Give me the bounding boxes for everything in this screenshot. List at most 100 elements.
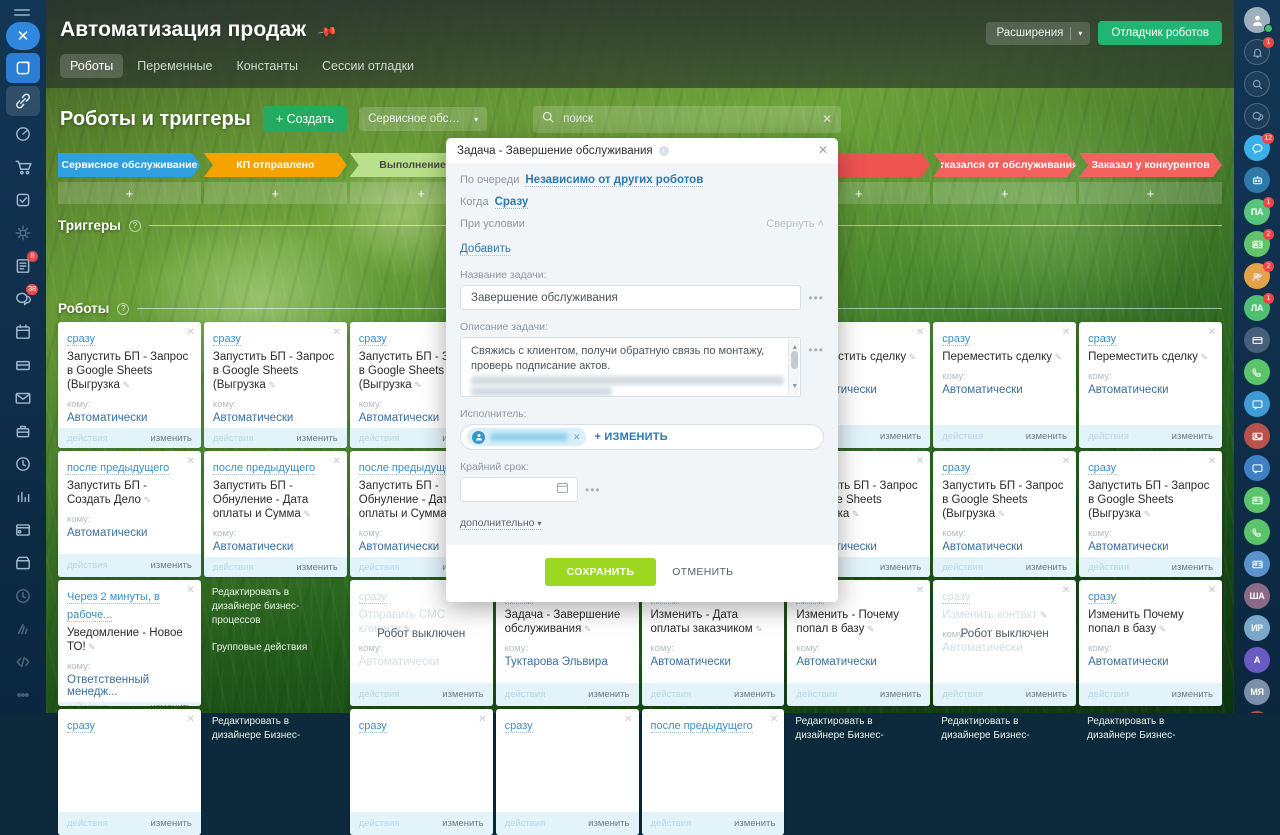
- robot-edit-link[interactable]: изменить: [150, 818, 192, 829]
- robot-card[interactable]: ✕ сразу действия изменить: [58, 709, 201, 835]
- robot-actions-link[interactable]: действия: [67, 702, 108, 706]
- robot-trigger-when[interactable]: сразу: [942, 591, 971, 604]
- robot-actions-link[interactable]: действия: [67, 432, 108, 444]
- robot-actions-link[interactable]: действия: [358, 561, 400, 573]
- robot-actions-link[interactable]: действия: [358, 432, 400, 444]
- robot-edit-link[interactable]: изменить: [734, 689, 776, 700]
- robot-edit-link[interactable]: изменить: [296, 432, 338, 444]
- robot-actions-link[interactable]: действия: [942, 561, 983, 573]
- remove-assignee-icon[interactable]: ✕: [573, 431, 581, 442]
- link-icon[interactable]: [6, 86, 40, 116]
- task-name-input[interactable]: Завершение обслуживания: [460, 285, 802, 310]
- cancel-button[interactable]: ОТМЕНИТЬ: [672, 566, 734, 578]
- drive-icon[interactable]: [6, 350, 40, 380]
- tab-2[interactable]: Константы: [236, 59, 298, 73]
- chat2-icon[interactable]: [1234, 388, 1280, 420]
- ghost-line[interactable]: Редактировать в дизайнере бизнес-процесс…: [211, 587, 300, 626]
- scroll-down-icon[interactable]: ▼: [791, 383, 799, 390]
- add-robot-button-1[interactable]: +: [203, 182, 347, 204]
- remove-robot-icon[interactable]: ✕: [624, 714, 633, 725]
- robot-card[interactable]: ✕ сразу Запустить БП - Запрос в Google She…: [58, 322, 201, 448]
- debugger-button[interactable]: Отладчик роботов: [1098, 21, 1222, 45]
- deadline-more-icon[interactable]: •••: [585, 483, 601, 497]
- robot-trigger-when[interactable]: Через 2 минуты, в рабоче...: [67, 591, 160, 622]
- help-icon[interactable]: ?: [117, 302, 130, 315]
- clock-icon[interactable]: [6, 581, 40, 611]
- share-icon[interactable]: [6, 53, 40, 83]
- search-input[interactable]: поиск ✕: [533, 105, 842, 133]
- group-icon[interactable]: 2: [1234, 260, 1280, 292]
- stage-tab-6[interactable]: Отказался от обслуживания: [933, 153, 1076, 177]
- remove-robot-icon[interactable]: ✕: [186, 714, 195, 725]
- robot-actions-link[interactable]: действия: [67, 560, 108, 571]
- clear-search-icon[interactable]: ✕: [822, 112, 833, 126]
- robot-edit-link[interactable]: изменить: [1025, 561, 1068, 573]
- assignee-chip[interactable]: ✕: [467, 428, 586, 446]
- robot-trigger-when[interactable]: сразу: [942, 333, 971, 346]
- robot-trigger-when[interactable]: после предыдущего: [650, 720, 753, 733]
- robot-actions-link[interactable]: действия: [504, 818, 546, 829]
- robot-edit-link[interactable]: изменить: [442, 689, 484, 700]
- pencil-icon[interactable]: ✎: [906, 352, 917, 362]
- avatar-ЛА[interactable]: ЛА 1: [1234, 292, 1280, 324]
- robot-trigger-when[interactable]: после предыдущего: [358, 462, 462, 475]
- robot-actions-link[interactable]: действия: [942, 431, 983, 442]
- pencil-icon[interactable]: ✎: [864, 624, 875, 634]
- pencil-icon[interactable]: ✎: [85, 642, 96, 652]
- task-desc-more-icon[interactable]: •••: [808, 343, 824, 357]
- pencil-icon[interactable]: ✎: [300, 509, 311, 519]
- robot-edit-link[interactable]: изменить: [734, 818, 776, 829]
- code-icon[interactable]: [6, 647, 40, 677]
- phone2-icon[interactable]: [1234, 516, 1280, 548]
- avatar-ША[interactable]: ША: [1234, 580, 1280, 612]
- pencil-icon[interactable]: ✎: [1197, 352, 1208, 362]
- remove-robot-icon[interactable]: ✕: [915, 456, 925, 467]
- robot-actions-link[interactable]: действия: [358, 818, 400, 829]
- tasks-icon[interactable]: [6, 185, 40, 215]
- pencil-icon[interactable]: ✎: [1052, 352, 1063, 362]
- robot-card-ghost[interactable]: Редактировать в дизайнере Бизнес-: [787, 709, 930, 835]
- chat-icon[interactable]: 38: [6, 284, 40, 314]
- robot-card-ghost[interactable]: Редактировать в дизайнере Бизнес-: [204, 709, 347, 835]
- create-button[interactable]: + Создать: [262, 106, 348, 132]
- messages-icon[interactable]: 12: [1234, 132, 1280, 164]
- robot-card[interactable]: ✕ сразу Запустить БП - Запрос в Google She…: [1079, 451, 1222, 577]
- remove-robot-icon[interactable]: ✕: [915, 327, 925, 338]
- stage-tab-1[interactable]: КП отправлено: [204, 153, 347, 177]
- pencil-icon[interactable]: ✎: [400, 624, 411, 634]
- pencil-icon[interactable]: ✎: [140, 495, 151, 505]
- assignee-field[interactable]: ✕ + изменить: [460, 424, 824, 450]
- remove-robot-icon[interactable]: ✕: [1207, 585, 1216, 596]
- avatar-ИР[interactable]: ИР: [1234, 612, 1280, 644]
- robot-actions-link[interactable]: действия: [1088, 431, 1129, 442]
- robot-edit-link[interactable]: изменить: [879, 431, 922, 442]
- robot-edit-link[interactable]: изменить: [879, 689, 922, 700]
- add-robot-button-0[interactable]: +: [58, 182, 201, 204]
- add-robot-button-6[interactable]: +: [933, 182, 1077, 204]
- remove-robot-icon[interactable]: ✕: [1207, 456, 1216, 467]
- robot-edit-link[interactable]: изменить: [1171, 689, 1213, 700]
- avatar-А[interactable]: А: [1234, 644, 1280, 676]
- card-icon[interactable]: [1234, 324, 1280, 356]
- robot-edit-link[interactable]: изменить: [1171, 431, 1213, 442]
- ghost-line[interactable]: Редактировать в дизайнере Бизнес-: [1087, 716, 1176, 741]
- remove-robot-icon[interactable]: ✕: [186, 456, 195, 467]
- robot-card[interactable]: ✕ сразу Изменить контакт ✎ кому: Автоматичес…: [933, 580, 1077, 706]
- robot-edit-link[interactable]: изменить: [879, 561, 922, 573]
- robot-actions-link[interactable]: действия: [358, 689, 400, 700]
- modal-close-icon[interactable]: ✕: [817, 143, 828, 157]
- avatar[interactable]: [1234, 4, 1280, 36]
- stage-tab-7[interactable]: Заказал у конкурентов: [1079, 153, 1222, 177]
- chevron-down-icon[interactable]: ▾: [1078, 28, 1083, 38]
- remove-robot-icon[interactable]: ✕: [186, 585, 195, 596]
- robot-trigger-when[interactable]: сразу: [67, 333, 96, 346]
- remove-robot-icon[interactable]: ✕: [478, 714, 487, 725]
- robot-card[interactable]: ✕ сразу Изменить Почему попал в базу ✎ кому…: [1079, 580, 1222, 706]
- robot-edit-link[interactable]: изменить: [296, 561, 338, 573]
- extensions-button[interactable]: Расширения ▾: [985, 21, 1091, 45]
- robot-edit-link[interactable]: изменить: [1025, 431, 1068, 442]
- robot-edit-link[interactable]: изменить: [1025, 689, 1068, 700]
- robot-trigger-when[interactable]: сразу: [1088, 462, 1117, 475]
- robot-trigger-when[interactable]: сразу: [942, 462, 971, 475]
- bell-icon[interactable]: 1: [1234, 36, 1280, 68]
